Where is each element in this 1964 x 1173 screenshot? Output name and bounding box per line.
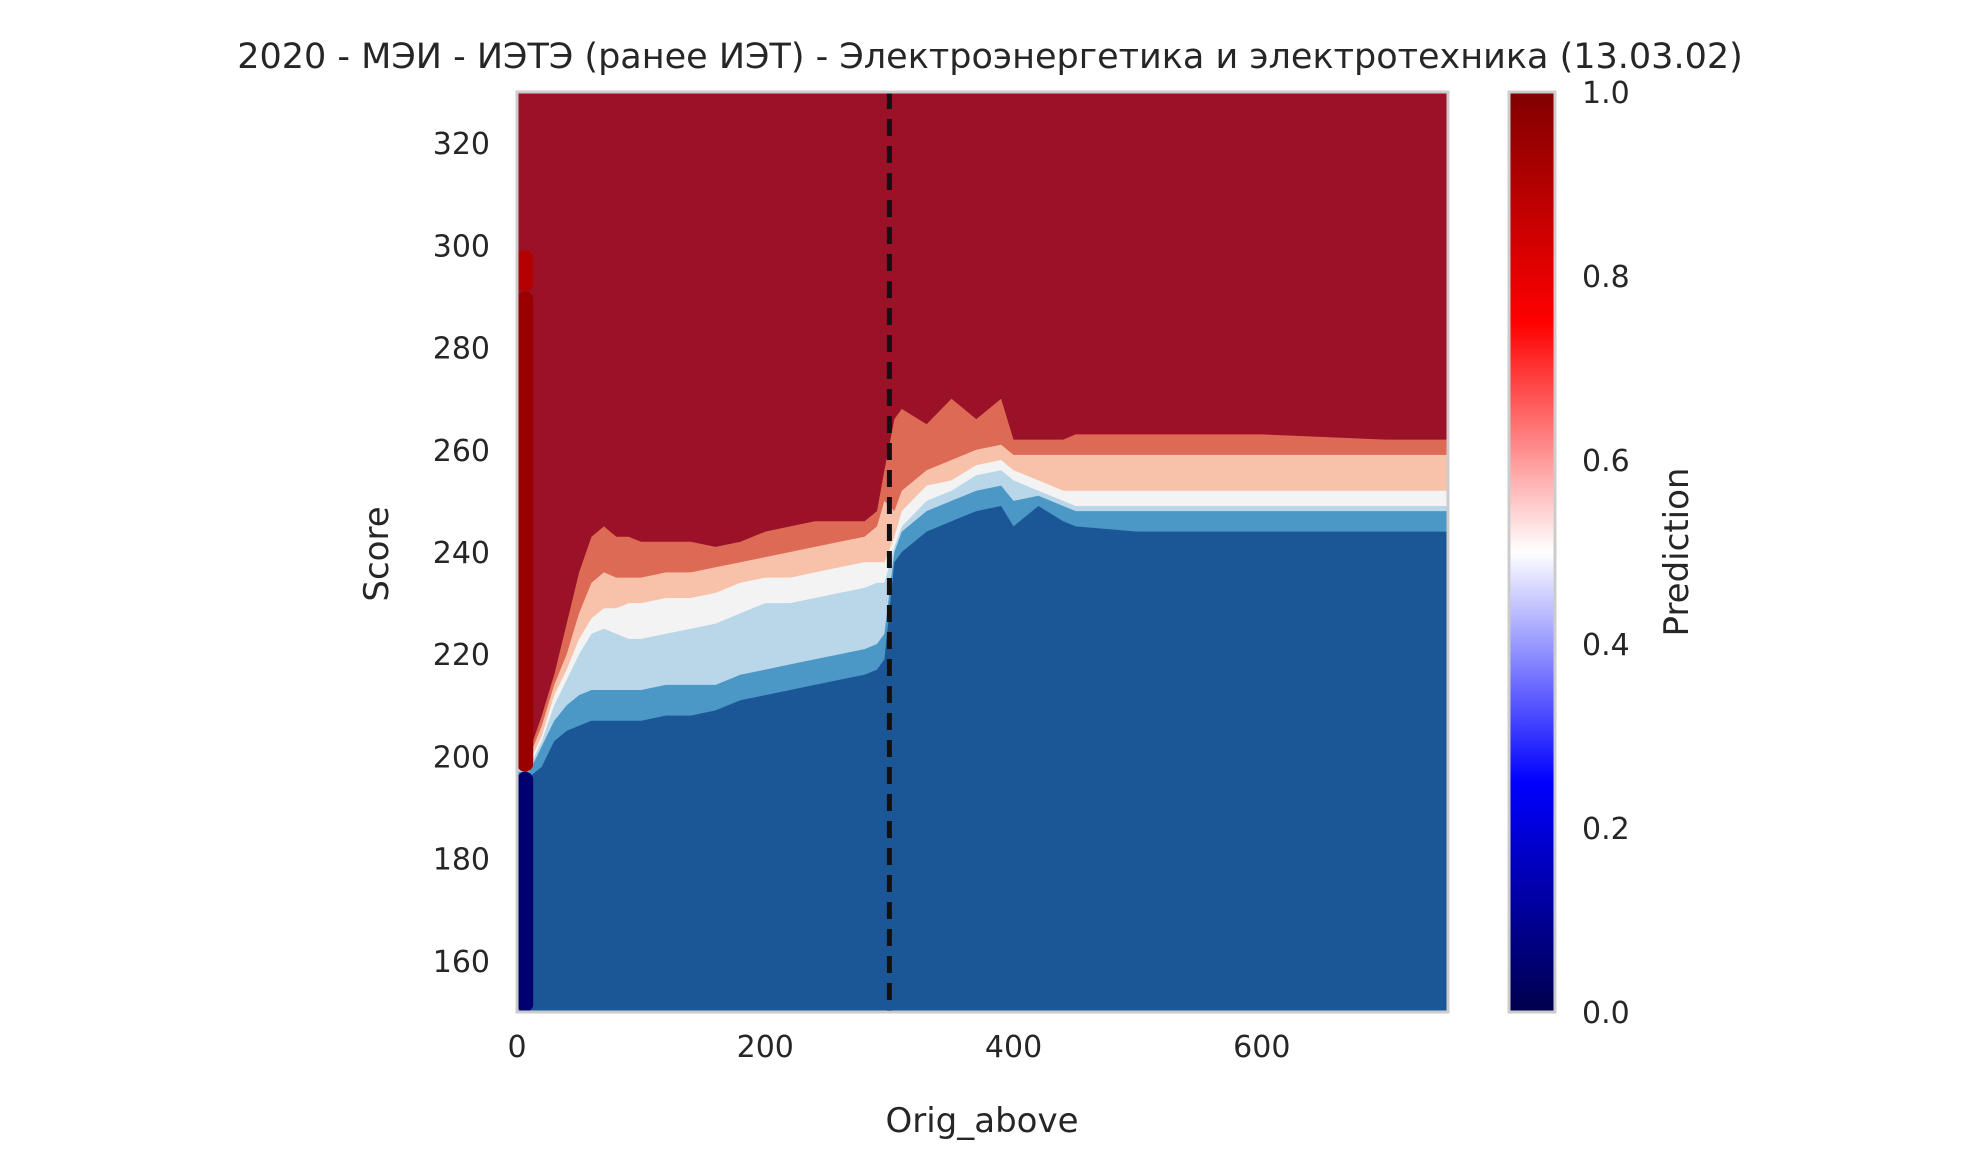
colorbar [1507,90,1557,1014]
colorbar-ticks: 0.0 0.2 0.4 0.6 0.8 1.0 [1582,76,1630,1031]
y-axis-label: Score [357,506,397,601]
contour-region-6 [517,92,1448,752]
colorbar-tick-label: 0.2 [1582,812,1630,847]
strip-segment-1 [517,291,534,772]
y-axis-ticks: 160 180 200 220 240 260 280 300 320 [433,127,490,980]
y-tick-label: 160 [433,945,490,980]
y-tick-label: 300 [433,229,490,264]
plot-frame [515,90,1450,1014]
strip-segment-2 [517,250,534,292]
colorbar-tick-label: 0.6 [1582,444,1630,479]
x-axis-label: Orig_above [885,1101,1078,1141]
strip-segment-0 [517,771,534,1012]
y-tick-label: 200 [433,740,490,775]
x-tick-label: 400 [985,1030,1042,1065]
x-tick-label: 200 [737,1030,794,1065]
y-tick-label: 220 [433,638,490,673]
colorbar-tick-label: 0.4 [1582,628,1630,663]
plot-area [517,92,1448,1012]
colorbar-tick-label: 0.8 [1582,260,1630,295]
x-axis-ticks: 0 200 400 600 [507,1030,1290,1065]
y-tick-label: 320 [433,127,490,162]
x-tick-label: 600 [1233,1030,1290,1065]
y-tick-label: 180 [433,843,490,878]
y-tick-label: 280 [433,332,490,367]
y-tick-label: 240 [433,536,490,571]
colorbar-label: Prediction [1657,468,1697,637]
colorbar-tick-label: 0.0 [1582,996,1630,1031]
y-tick-label: 260 [433,434,490,469]
chart-title: 2020 - МЭИ - ИЭТЭ (ранее ИЭТ) - Электроэ… [237,37,1743,77]
x-tick-label: 0 [507,1030,526,1065]
colorbar-tick-label: 1.0 [1582,76,1630,111]
